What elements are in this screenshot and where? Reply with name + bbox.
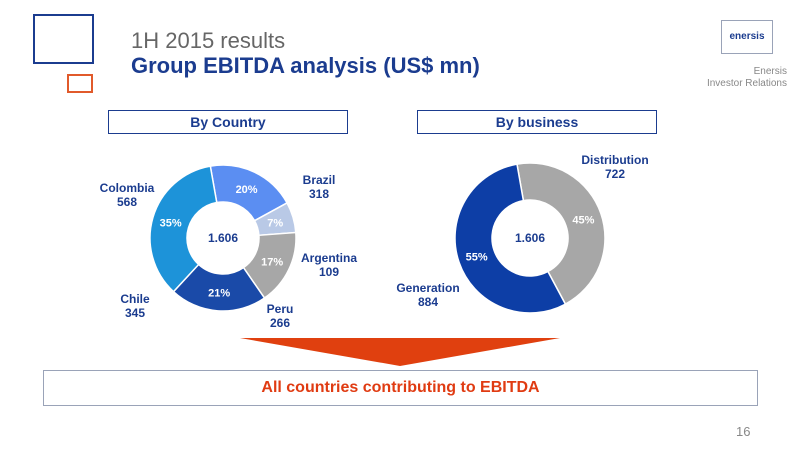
chart-title-by-business: By business bbox=[417, 110, 657, 134]
chart-title-by-country: By Country bbox=[108, 110, 348, 134]
slice-percent-generation: 55% bbox=[466, 251, 488, 263]
slice-percent-colombia: 35% bbox=[160, 218, 182, 230]
slice-name: Distribution bbox=[581, 153, 649, 167]
slice-percent-argentina: 7% bbox=[267, 218, 283, 230]
decorative-frame-orange bbox=[67, 74, 93, 93]
slice-label-argentina: Argentina 109 bbox=[289, 251, 369, 279]
slice-name: Generation bbox=[396, 281, 460, 295]
company-logo: enersis bbox=[721, 20, 773, 54]
logo-caption-line2: Investor Relations bbox=[706, 78, 787, 89]
conclusion-banner: All countries contributing to EBITDA bbox=[43, 370, 758, 406]
slice-name: Chile bbox=[120, 292, 150, 306]
slice-value: 568 bbox=[116, 195, 138, 209]
slice-name: Argentina bbox=[300, 251, 357, 265]
decorative-frame-blue bbox=[33, 14, 94, 64]
slice-value: 109 bbox=[318, 265, 340, 279]
page-subtitle: 1H 2015 results bbox=[131, 28, 286, 53]
slice-name: Colombia bbox=[99, 181, 155, 195]
logo-caption-line1: Enersis bbox=[753, 66, 787, 77]
slice-colombia bbox=[149, 165, 218, 293]
donut-center-total: 1.606 bbox=[208, 231, 238, 245]
slice-label-colombia: Colombia 568 bbox=[92, 181, 162, 209]
slice-label-generation: Generation 884 bbox=[388, 281, 468, 309]
slice-label-peru: Peru 266 bbox=[255, 302, 305, 330]
down-arrow-icon bbox=[240, 338, 560, 366]
page-number: 16 bbox=[736, 424, 751, 439]
slice-value: 884 bbox=[417, 295, 439, 309]
slice-percent-peru: 17% bbox=[261, 256, 283, 268]
slice-percent-chile: 21% bbox=[208, 287, 230, 299]
slice-name: Brazil bbox=[302, 173, 336, 187]
slice-value: 266 bbox=[269, 316, 291, 330]
slice-label-chile: Chile 345 bbox=[105, 292, 165, 320]
donut-chart-by-business: 45% 55% 1.606 bbox=[454, 162, 606, 314]
slice-generation bbox=[454, 163, 567, 314]
slice-distribution bbox=[516, 162, 606, 306]
slice-value: 318 bbox=[308, 187, 330, 201]
slice-value: 722 bbox=[604, 167, 626, 181]
slice-percent-brazil: 20% bbox=[236, 184, 258, 196]
slice-label-brazil: Brazil 318 bbox=[284, 173, 354, 201]
donut-center-total: 1.606 bbox=[515, 231, 545, 245]
page-title: Group EBITDA analysis (US$ mn) bbox=[131, 53, 480, 78]
slice-percent-distribution: 45% bbox=[572, 215, 594, 227]
donut-chart-by-country: 20% 7% 17% 21% 35% 1.606 bbox=[149, 164, 297, 312]
slice-value: 345 bbox=[124, 306, 146, 320]
slice-name: Peru bbox=[266, 302, 294, 316]
slice-label-distribution: Distribution 722 bbox=[570, 153, 660, 181]
